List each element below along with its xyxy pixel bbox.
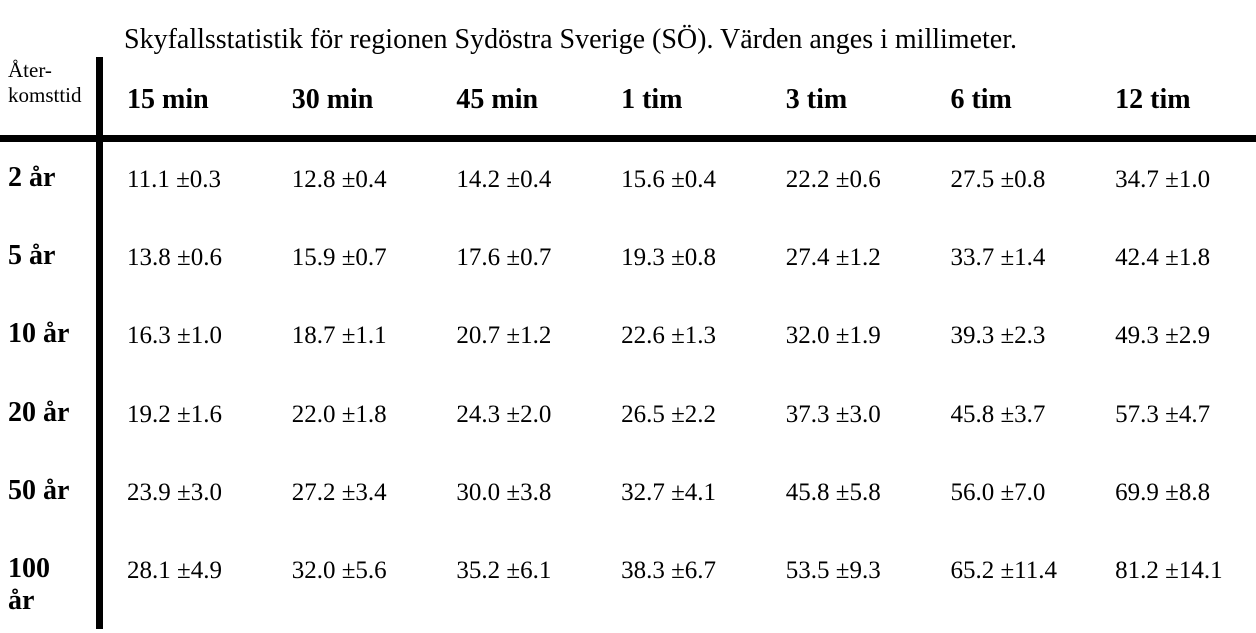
value-cell: 65.2 ±11.4	[950, 557, 1057, 584]
duration-column-headers: 15 min 30 min 45 min 1 tim 3 tim 6 tim 12 tim	[103, 84, 1256, 116]
row-label: 2 år	[8, 162, 56, 193]
table-row: 50 år 23.9 ±3.0 27.2 ±3.4 30.0 ±3.8 32.7 ±4.…	[0, 457, 1256, 507]
value-cell: 26.5 ±2.2	[621, 401, 717, 428]
value-cell: 17.6 ±0.7	[456, 244, 552, 271]
return-period-corner-label: Åter- komsttid	[8, 58, 82, 108]
value-cell: 34.7 ±1.0	[1115, 166, 1211, 193]
value-cell: 42.4 ±1.8	[1115, 244, 1211, 271]
value-cell: 15.9 ±0.7	[291, 244, 387, 271]
table-row: 5 år 13.8 ±0.6 15.9 ±0.7 17.6 ±0.7 19.3 ±0.8…	[0, 222, 1256, 272]
row-label: 50 år	[8, 475, 70, 506]
value-cell: 39.3 ±2.3	[950, 322, 1046, 349]
column-header: 6 tim	[950, 84, 1012, 115]
column-header: 15 min	[127, 84, 209, 115]
table-row: 20 år 19.2 ±1.6 22.0 ±1.8 24.3 ±2.0 26.5 ±2.…	[0, 379, 1256, 429]
value-cell: 37.3 ±3.0	[785, 401, 881, 428]
row-label: 10 år	[8, 318, 70, 349]
row-label: 100 år	[8, 553, 50, 616]
value-cell: 22.2 ±0.6	[785, 166, 881, 193]
value-cell: 35.2 ±6.1	[456, 557, 552, 584]
value-cell: 45.8 ±3.7	[950, 401, 1046, 428]
vertical-divider	[96, 57, 103, 629]
column-header: 30 min	[291, 84, 374, 115]
value-cell: 19.2 ±1.6	[127, 401, 222, 428]
value-cell: 12.8 ±0.4	[291, 166, 387, 193]
value-cell: 16.3 ±1.0	[127, 322, 222, 349]
column-header: 3 tim	[785, 84, 848, 115]
corner-label-line2: komsttid	[8, 83, 82, 107]
value-cell: 32.0 ±5.6	[291, 557, 387, 584]
corner-label-line1: Åter-	[8, 58, 52, 82]
value-cell: 27.4 ±1.2	[785, 244, 881, 271]
value-cell: 20.7 ±1.2	[456, 322, 552, 349]
value-cell: 22.6 ±1.3	[621, 322, 717, 349]
value-cell: 38.3 ±6.7	[621, 557, 717, 584]
table-title: Skyfallsstatistik för regionen Sydöstra …	[124, 24, 1017, 55]
value-cell: 27.2 ±3.4	[291, 479, 387, 506]
column-header: 1 tim	[621, 84, 683, 115]
value-cell: 11.1 ±0.3	[127, 166, 222, 193]
value-cell: 23.9 ±3.0	[127, 479, 222, 506]
table-row: 100 år 28.1 ±4.9 32.0 ±5.6 35.2 ±6.1 38.3 ±6…	[0, 535, 1256, 617]
column-header: 45 min	[456, 84, 539, 115]
value-cell: 15.6 ±0.4	[621, 166, 717, 193]
value-cell: 45.8 ±5.8	[785, 479, 881, 506]
value-cell: 22.0 ±1.8	[291, 401, 387, 428]
value-cell: 27.5 ±0.8	[950, 166, 1046, 193]
value-cell: 33.7 ±1.4	[950, 244, 1046, 271]
value-cell: 49.3 ±2.9	[1115, 322, 1211, 349]
value-cell: 81.2 ±14.1	[1115, 557, 1223, 584]
value-cell: 56.0 ±7.0	[950, 479, 1046, 506]
value-cell: 32.0 ±1.9	[785, 322, 881, 349]
row-label: 5 år	[8, 240, 56, 271]
table-row: 10 år 16.3 ±1.0 18.7 ±1.1 20.7 ±1.2 22.6 ±1.…	[0, 300, 1256, 350]
value-cell: 13.8 ±0.6	[127, 244, 222, 271]
header-divider	[0, 135, 1256, 142]
value-cell: 69.9 ±8.8	[1115, 479, 1211, 506]
value-cell: 14.2 ±0.4	[456, 166, 552, 193]
column-header: 12 tim	[1115, 84, 1191, 115]
value-cell: 57.3 ±4.7	[1115, 401, 1211, 428]
table-row: 2 år 11.1 ±0.3 12.8 ±0.4 14.2 ±0.4 15.6 ±0.4…	[0, 144, 1256, 194]
value-cell: 32.7 ±4.1	[621, 479, 717, 506]
value-cell: 24.3 ±2.0	[456, 401, 552, 428]
value-cell: 19.3 ±0.8	[621, 244, 717, 271]
value-cell: 30.0 ±3.8	[456, 479, 552, 506]
value-cell: 53.5 ±9.3	[785, 557, 881, 584]
value-cell: 18.7 ±1.1	[291, 322, 387, 349]
row-label: 20 år	[8, 397, 70, 428]
value-cell: 28.1 ±4.9	[127, 557, 222, 584]
